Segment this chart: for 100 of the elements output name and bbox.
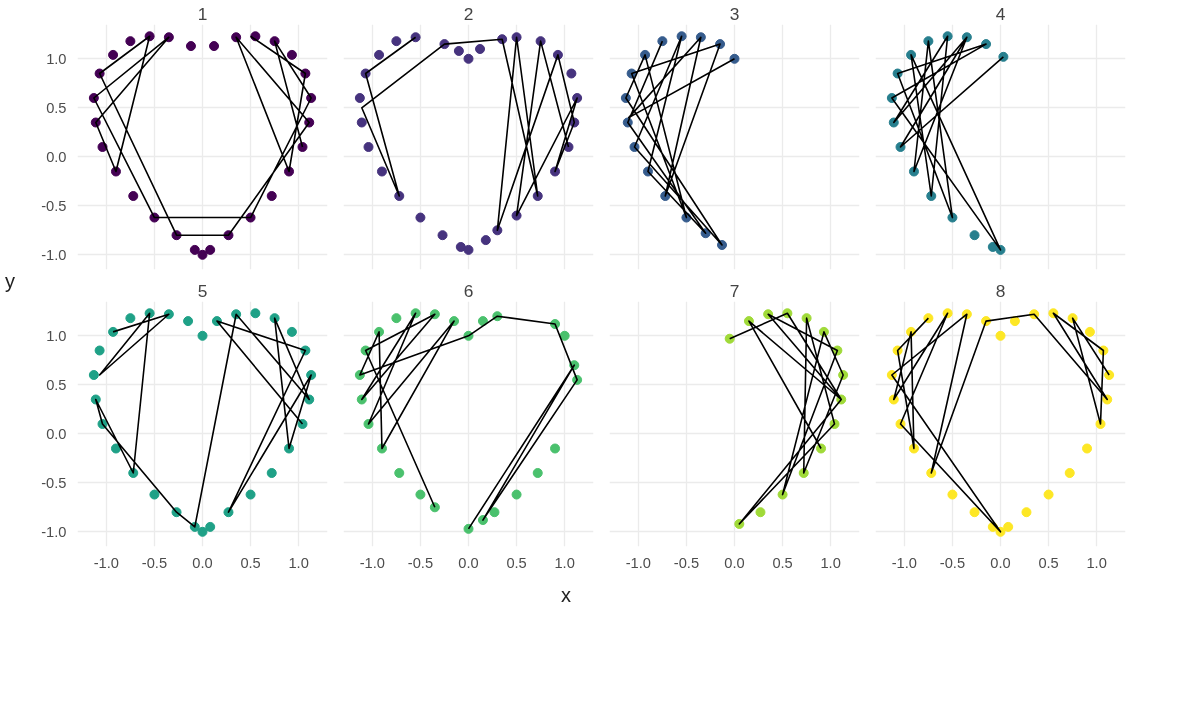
point — [394, 468, 405, 478]
point — [415, 212, 426, 223]
chart-title: 5 — [197, 280, 208, 301]
point — [183, 316, 194, 327]
point — [729, 53, 740, 64]
point — [356, 117, 367, 128]
point — [415, 489, 426, 500]
y-tick-label: 0.5 — [46, 376, 67, 393]
point — [550, 443, 561, 454]
point — [724, 333, 735, 344]
x-tick-label: -1.0 — [891, 554, 917, 571]
point — [477, 316, 488, 327]
chart-title: 6 — [463, 280, 474, 301]
point — [197, 526, 208, 537]
point — [266, 468, 277, 478]
point — [149, 489, 160, 500]
x-tick-label: 1.0 — [820, 554, 841, 571]
point — [816, 443, 827, 454]
x-tick-label: 0.5 — [772, 554, 793, 571]
point — [463, 244, 474, 255]
point — [995, 330, 1006, 341]
point — [489, 507, 500, 518]
x-tick-label: 0.5 — [506, 554, 527, 571]
x-tick-label: -0.5 — [407, 554, 434, 571]
y-tick-label: -0.5 — [41, 197, 67, 214]
x-tick-label: 0.5 — [240, 554, 261, 571]
point — [455, 241, 466, 252]
y-tick-label: 1.0 — [46, 50, 67, 67]
x-tick-label: 1.0 — [554, 554, 575, 571]
point — [969, 230, 980, 241]
y-axis-title: y — [5, 269, 15, 294]
point — [559, 330, 570, 341]
chart-title: 1 — [197, 3, 208, 24]
point — [245, 489, 256, 500]
chart-title: 7 — [729, 280, 740, 301]
point — [374, 49, 385, 60]
point — [125, 313, 136, 324]
point — [480, 235, 491, 246]
x-tick-label: 1.0 — [288, 554, 309, 571]
chart-title: 4 — [995, 3, 1006, 24]
point — [755, 507, 766, 518]
point — [947, 489, 958, 500]
point — [391, 36, 402, 47]
point — [185, 41, 196, 52]
x-tick-label: 0.0 — [192, 554, 213, 571]
point — [969, 507, 980, 518]
y-tick-label: -1.0 — [41, 246, 67, 263]
x-tick-label: 0.0 — [724, 554, 745, 571]
chart-title: 8 — [995, 280, 1006, 301]
y-tick-label: 1.0 — [46, 327, 67, 344]
x-tick-label: -1.0 — [625, 554, 651, 571]
point — [429, 502, 440, 513]
point — [363, 142, 374, 152]
point — [1021, 507, 1032, 518]
point — [286, 49, 297, 60]
chart-title: 3 — [729, 3, 740, 24]
point — [532, 468, 543, 478]
chart-title: 2 — [463, 3, 474, 24]
x-tick-label: 0.0 — [458, 554, 479, 571]
x-tick-label: -0.5 — [939, 554, 966, 571]
point — [566, 68, 577, 79]
x-tick-label: -1.0 — [93, 554, 119, 571]
x-axis-title: x — [561, 583, 571, 608]
point — [205, 244, 216, 255]
y-tick-label: -1.0 — [41, 523, 67, 540]
point — [354, 93, 365, 103]
y-tick-label: 0.0 — [46, 148, 67, 165]
point — [437, 230, 448, 241]
point — [376, 166, 387, 177]
point — [128, 191, 139, 201]
point — [475, 44, 486, 54]
point — [1064, 468, 1075, 478]
point — [391, 313, 402, 324]
y-tick-label: 0.0 — [46, 425, 67, 442]
point — [1104, 370, 1115, 380]
point — [511, 489, 522, 500]
point — [189, 244, 200, 255]
point — [88, 370, 99, 380]
point — [205, 521, 216, 532]
x-tick-label: -0.5 — [673, 554, 700, 571]
x-tick-label: 0.0 — [990, 554, 1011, 571]
y-tick-label: -0.5 — [41, 474, 67, 491]
y-tick-label: 0.5 — [46, 99, 67, 116]
point — [1009, 316, 1020, 327]
point — [209, 41, 220, 52]
x-tick-label: -0.5 — [141, 554, 168, 571]
point — [197, 330, 208, 341]
point — [1043, 489, 1054, 500]
point — [108, 49, 119, 60]
point — [94, 345, 105, 356]
point — [266, 191, 277, 201]
x-tick-label: -1.0 — [359, 554, 385, 571]
point — [250, 308, 261, 319]
point — [1084, 326, 1095, 337]
point — [463, 53, 474, 64]
point — [453, 45, 464, 56]
point — [110, 443, 121, 454]
x-tick-label: 1.0 — [1086, 554, 1107, 571]
x-tick-label: 0.5 — [1038, 554, 1059, 571]
point — [197, 249, 208, 260]
